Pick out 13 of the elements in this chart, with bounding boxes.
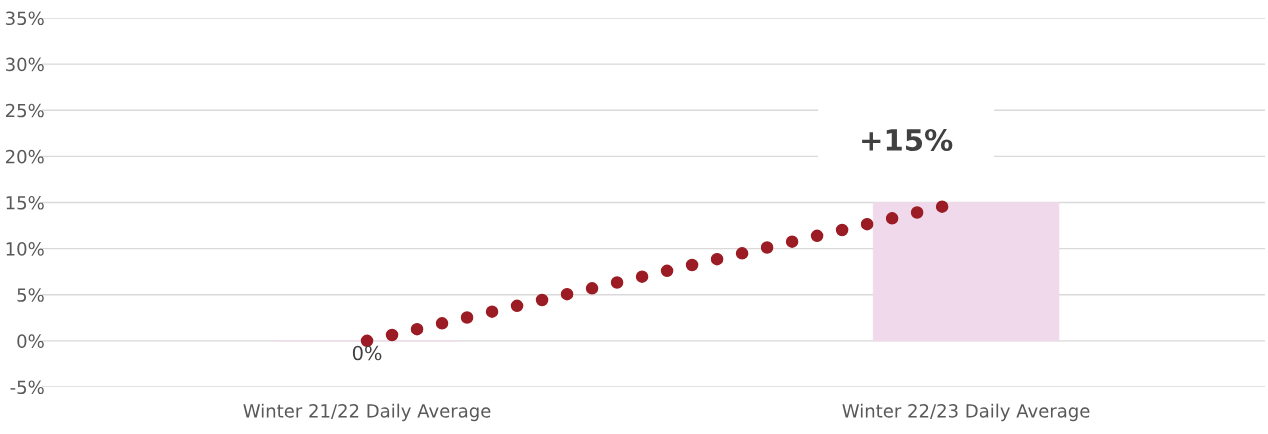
x-tick-label: Winter 21/22 Daily Average xyxy=(243,403,491,422)
y-tick-label: 35% xyxy=(6,11,44,26)
y-tick-label: 15% xyxy=(6,195,44,210)
data-label: 0% xyxy=(352,345,382,361)
y-tick-label: 30% xyxy=(6,57,44,72)
y-tick-label: -5% xyxy=(10,380,44,395)
y-tick-label: 25% xyxy=(5,103,44,118)
y-tick-label: 0% xyxy=(17,334,44,348)
y-tick-label: 20% xyxy=(5,149,44,164)
data-label: +15% xyxy=(862,128,953,151)
x-tick-label: Winter 22/23 Daily Average xyxy=(842,403,1090,422)
y-tick-label: 10% xyxy=(6,242,44,256)
y-tick-label: 5% xyxy=(17,288,44,302)
